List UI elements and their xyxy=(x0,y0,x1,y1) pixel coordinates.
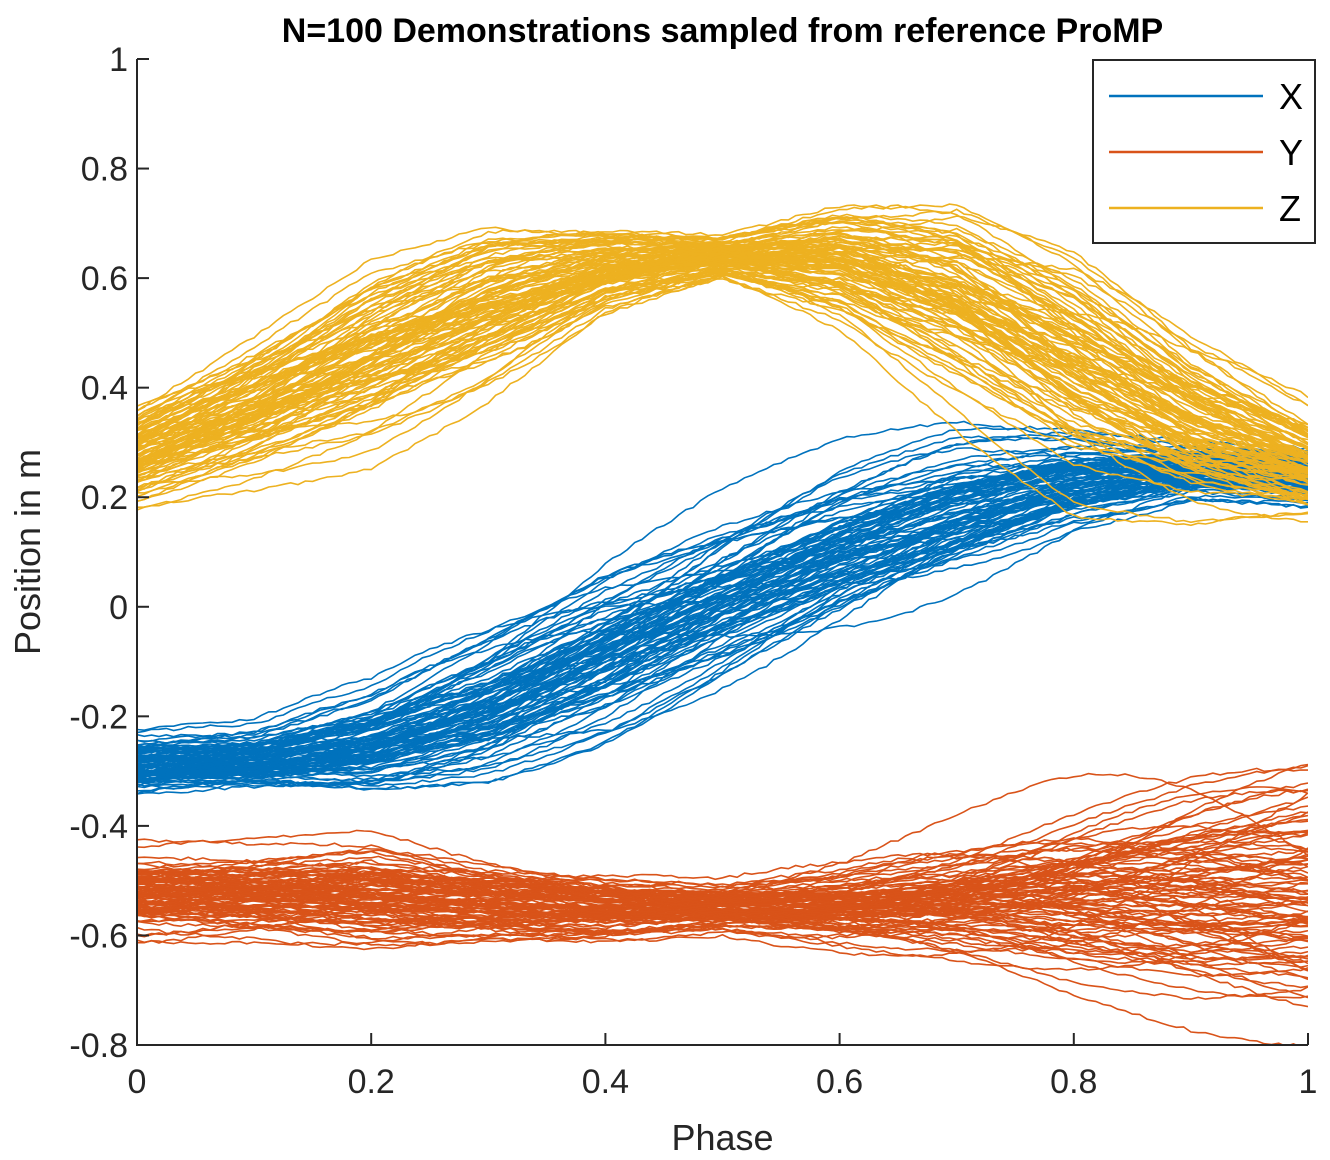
series-z-trajectories xyxy=(137,203,1308,527)
legend-label-z: Z xyxy=(1279,188,1301,229)
trajectory-x xyxy=(137,463,1308,770)
trajectory-x xyxy=(137,477,1308,760)
trajectory-z xyxy=(137,233,1308,477)
trajectory-x xyxy=(137,486,1308,758)
legend-label-x: X xyxy=(1279,76,1303,117)
trajectory-x xyxy=(137,466,1308,772)
y-tick-label: -0.8 xyxy=(69,1027,128,1065)
trajectory-y xyxy=(137,839,1308,915)
trajectory-z xyxy=(137,263,1308,441)
trajectory-z xyxy=(137,217,1308,498)
chart-title: N=100 Demonstrations sampled from refere… xyxy=(282,12,1163,50)
axes: 0 0.2 0.4 0.6 0.8 1 -0.8 -0.6 -0.4 -0.2 0 0.2 0.4 0.6… xyxy=(69,41,1317,1101)
y-tick-label: 0.6 xyxy=(81,260,128,298)
x-tick-label: 0.2 xyxy=(348,1063,395,1101)
legend: XYZ xyxy=(1092,59,1316,244)
trajectory-y xyxy=(137,829,1308,915)
trajectory-x xyxy=(137,494,1308,742)
legend-label-y: Y xyxy=(1279,132,1303,173)
trajectory-x xyxy=(137,477,1308,759)
y-tick-label: -0.6 xyxy=(69,917,128,955)
trajectory-z xyxy=(137,254,1308,485)
trajectory-x xyxy=(137,461,1308,748)
trajectory-x xyxy=(137,459,1308,779)
trajectory-y xyxy=(137,829,1308,942)
trajectory-x xyxy=(137,497,1308,734)
trajectory-x xyxy=(137,459,1308,773)
trajectory-z xyxy=(137,253,1308,477)
x-tick-label: 0.4 xyxy=(582,1063,629,1101)
y-tick-label: 0.2 xyxy=(81,479,128,517)
trajectory-y xyxy=(137,805,1308,947)
trajectory-x xyxy=(137,449,1308,784)
plot-lines xyxy=(137,203,1308,1045)
y-axis-label: Position in m xyxy=(7,449,48,655)
y-tick-label: -0.4 xyxy=(69,808,128,846)
trajectory-y xyxy=(137,862,1308,937)
trajectory-x xyxy=(137,466,1308,774)
y-tick-label: 1 xyxy=(109,41,128,79)
trajectory-z xyxy=(137,251,1308,446)
x-tick-label: 1 xyxy=(1299,1063,1318,1101)
y-tick-label: 0.4 xyxy=(81,370,128,408)
trajectory-y xyxy=(137,877,1308,908)
trajectory-z xyxy=(137,270,1308,500)
y-tick-label: 0 xyxy=(109,589,128,627)
trajectory-x xyxy=(137,484,1308,790)
x-axis-label: Phase xyxy=(671,1117,773,1158)
trajectory-y xyxy=(137,830,1308,934)
trajectory-x xyxy=(137,451,1308,770)
x-tick-label: 0.6 xyxy=(816,1063,863,1101)
trajectory-z xyxy=(137,261,1308,498)
trajectory-z xyxy=(137,268,1308,453)
series-y-trajectories xyxy=(137,763,1308,1045)
y-tick-label: 0.8 xyxy=(81,151,128,189)
trajectory-x xyxy=(137,476,1308,746)
trajectory-z xyxy=(137,243,1308,472)
trajectory-z xyxy=(137,255,1308,469)
x-tick-label: 0.8 xyxy=(1050,1063,1097,1101)
trajectory-z xyxy=(137,221,1308,473)
trajectory-y xyxy=(137,900,1308,954)
trajectory-y xyxy=(137,788,1308,934)
trajectory-z xyxy=(137,259,1308,461)
trajectory-x xyxy=(137,447,1308,765)
trajectory-x xyxy=(137,474,1308,768)
y-tick-label: -0.2 xyxy=(69,698,128,736)
trajectory-y xyxy=(137,876,1308,941)
trajectory-y xyxy=(137,867,1308,929)
trajectory-z xyxy=(137,204,1308,472)
trajectory-y xyxy=(137,872,1308,965)
trajectory-z xyxy=(137,274,1308,527)
trajectory-y xyxy=(137,855,1308,920)
x-tick-label: 0 xyxy=(128,1063,147,1101)
